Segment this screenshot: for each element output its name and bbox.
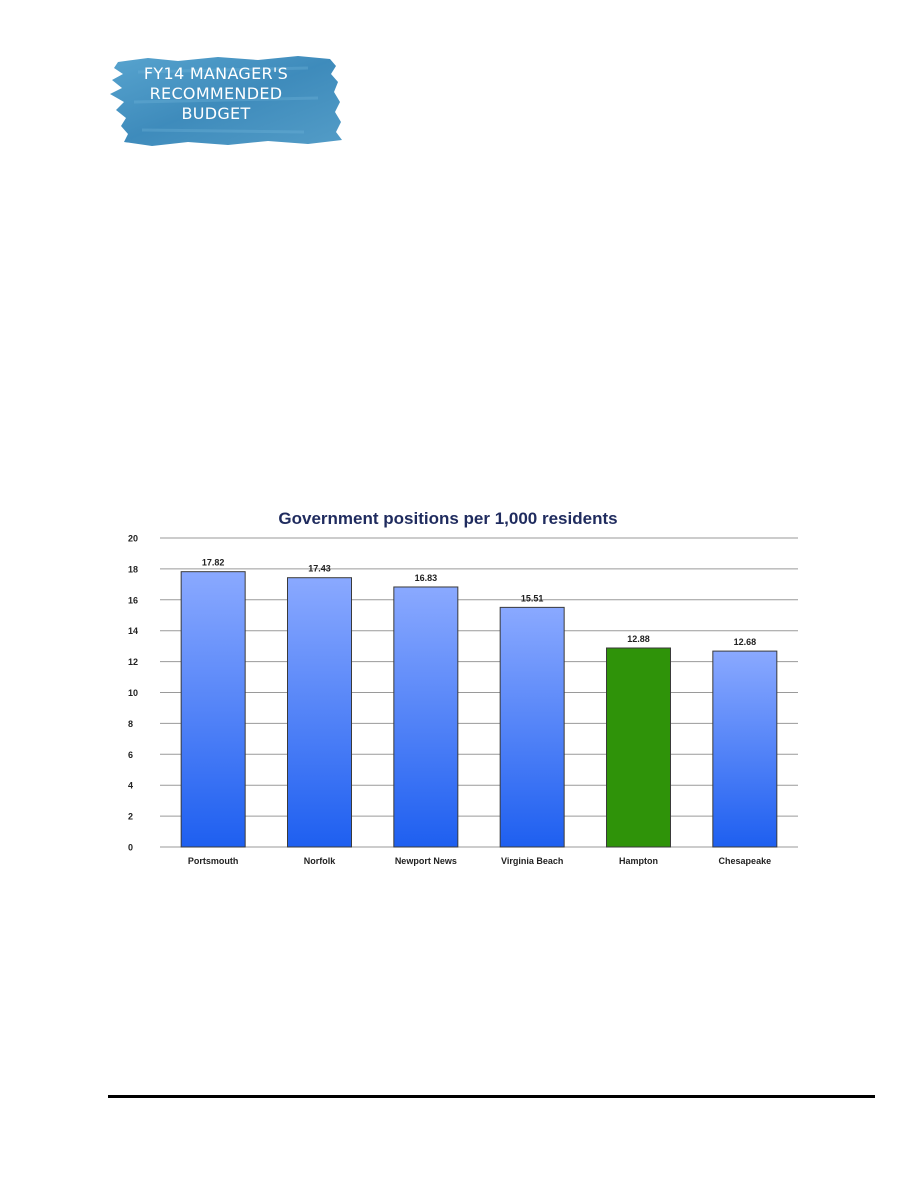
x-tick-label: Newport News [395,856,457,866]
budget-logo: FY14 MANAGER'S RECOMMENDED BUDGET [108,52,348,148]
bar [712,650,778,848]
value-labels: 17.82 17.43 16.83 15.51 12.88 12.68 [202,558,756,647]
data-label: 17.43 [308,564,331,574]
x-axis: Portsmouth Norfolk Newport News Virginia Be… [188,856,771,866]
brush-stroke-logo [110,56,342,146]
y-tick-label: 12 [128,657,138,667]
bar [606,647,671,848]
bars [180,571,778,848]
y-tick-label: 20 [128,534,138,544]
y-tick-label: 6 [128,750,133,760]
y-tick-label: 10 [128,688,138,698]
bar [180,571,246,848]
y-tick-label: 4 [128,781,133,791]
bar [393,586,459,848]
logo-line: FY14 MANAGER'S [143,64,289,83]
logo-line: BUDGET [181,104,251,123]
bar [287,577,352,848]
y-tick-label: 0 [128,843,133,853]
data-label: 17.82 [202,558,225,568]
bar-chart: Government positions per 1,000 residents… [128,509,798,866]
data-label: 12.88 [627,634,650,644]
x-tick-label: Chesapeake [719,856,772,866]
y-tick-label: 14 [128,626,138,636]
bar [499,606,565,848]
data-label: 12.68 [734,637,757,647]
y-tick-label: 2 [128,812,133,822]
x-tick-label: Norfolk [304,856,336,866]
y-tick-label: 18 [128,564,138,574]
y-tick-label: 8 [128,719,133,729]
y-axis: 0 2 4 6 8 10 12 14 16 18 20 [128,534,138,853]
grid-lines [160,537,798,848]
logo-text: FY14 MANAGER'S RECOMMENDED BUDGET [108,64,324,124]
y-tick-label: 16 [128,595,138,605]
data-label: 15.51 [521,593,544,603]
x-tick-label: Portsmouth [188,856,239,866]
chart-title: Government positions per 1,000 residents [278,509,617,528]
x-tick-label: Hampton [619,856,658,866]
x-tick-label: Virginia Beach [501,856,563,866]
logo-line: RECOMMENDED [149,84,283,103]
bottom-rule [108,1095,875,1098]
data-label: 16.83 [415,573,438,583]
